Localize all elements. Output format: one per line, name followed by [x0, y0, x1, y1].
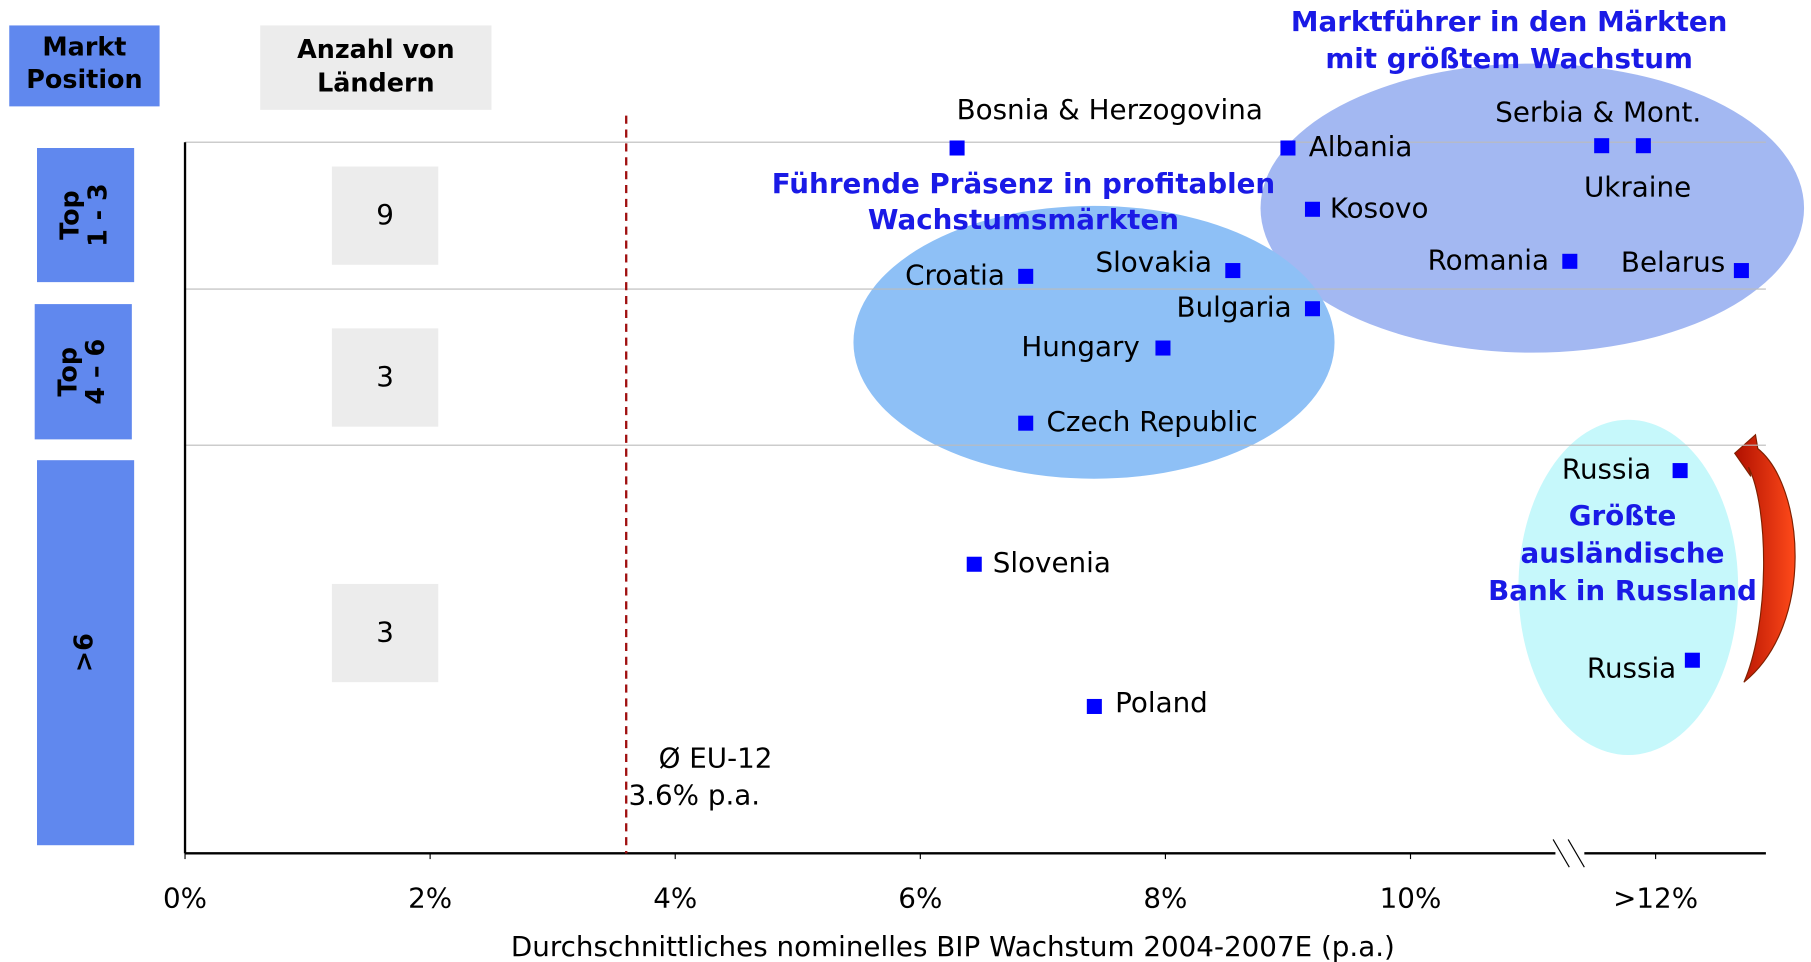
point-label: Slovenia — [993, 546, 1111, 579]
point — [1635, 138, 1651, 154]
point-label: Russia — [1587, 651, 1676, 684]
point — [1684, 652, 1700, 668]
point — [1594, 138, 1610, 154]
count: 3 — [376, 360, 394, 393]
point-label: Ukraine — [1584, 170, 1691, 203]
point-label: Czech Republic — [1047, 405, 1258, 438]
point — [1018, 268, 1034, 284]
count-box — [331, 583, 439, 683]
point-label: Belarus — [1621, 246, 1725, 279]
x-tick-label: 2% — [408, 882, 452, 915]
point — [949, 140, 965, 156]
point — [1672, 463, 1688, 479]
point-label: Slovakia — [1095, 246, 1212, 279]
count-box — [331, 166, 439, 265]
header-box — [260, 25, 492, 110]
count-header: Ländern — [317, 67, 435, 97]
x-tick-label: 0% — [163, 882, 207, 915]
arrow — [1733, 433, 1796, 683]
annotation: mit größtem Wachstum — [1325, 42, 1693, 75]
x-tick-label: >12% — [1613, 882, 1698, 915]
row-box — [37, 148, 135, 283]
count: 3 — [376, 616, 394, 649]
x-tick-label: 4% — [653, 882, 697, 915]
point-label: Russia — [1562, 453, 1651, 486]
count: 9 — [376, 198, 394, 231]
row-label: >6 — [69, 633, 99, 672]
eu-average-label: 3.6% p.a. — [629, 779, 761, 812]
point-label: Croatia — [905, 258, 1005, 291]
count-box — [331, 328, 439, 427]
row-label: 1 - 3 — [82, 183, 112, 247]
x-tick-label: 6% — [898, 882, 942, 915]
row-header: Markt — [42, 32, 126, 62]
point-label: Romania — [1428, 243, 1549, 276]
point — [1562, 253, 1578, 269]
row-label: 4 – 6 — [80, 339, 110, 405]
group-ellipse — [1518, 419, 1739, 756]
header-box — [9, 25, 160, 107]
point — [1280, 140, 1296, 156]
point — [1155, 340, 1171, 356]
row-label: Top — [55, 190, 85, 240]
point — [1304, 201, 1320, 217]
row-label: Top — [52, 347, 82, 397]
point-label: Serbia & Mont. — [1495, 95, 1701, 128]
annotation: Wachstumsmärkten — [868, 203, 1179, 236]
x-tick-label: 8% — [1143, 882, 1187, 915]
annotation: Führende Präsenz in profitablen — [772, 167, 1275, 200]
point — [1304, 301, 1320, 317]
point-label: Kosovo — [1330, 191, 1429, 224]
point — [1733, 263, 1749, 279]
x-tick-label: 10% — [1380, 882, 1442, 915]
point-label: Albania — [1309, 130, 1413, 163]
x-axis-title: Durchschnittliches nominelles BIP Wachst… — [511, 930, 1395, 962]
annotation: Bank in Russland — [1488, 574, 1757, 607]
count-header: Anzahl von — [297, 34, 455, 64]
point-label: Bosnia & Herzogovina — [957, 93, 1263, 126]
annotation: ausländische — [1521, 536, 1725, 569]
annotation: Marktführer in den Märkten — [1291, 5, 1728, 38]
annotation: Größte — [1569, 499, 1677, 532]
row-box — [37, 460, 135, 846]
axis-break — [1552, 839, 1570, 868]
point — [966, 556, 982, 572]
point — [1018, 415, 1034, 431]
point — [1225, 263, 1241, 279]
point — [1086, 698, 1102, 714]
point-label: Hungary — [1021, 330, 1140, 363]
group-ellipse — [853, 205, 1335, 479]
row-header: Position — [26, 64, 142, 94]
eu-average-name: Ø EU-12 — [659, 742, 773, 775]
group-ellipse — [1260, 63, 1805, 353]
row-box — [34, 304, 132, 440]
axis-break — [1567, 839, 1585, 868]
point-label: Bulgaria — [1177, 291, 1292, 324]
point-label: Poland — [1115, 686, 1208, 719]
